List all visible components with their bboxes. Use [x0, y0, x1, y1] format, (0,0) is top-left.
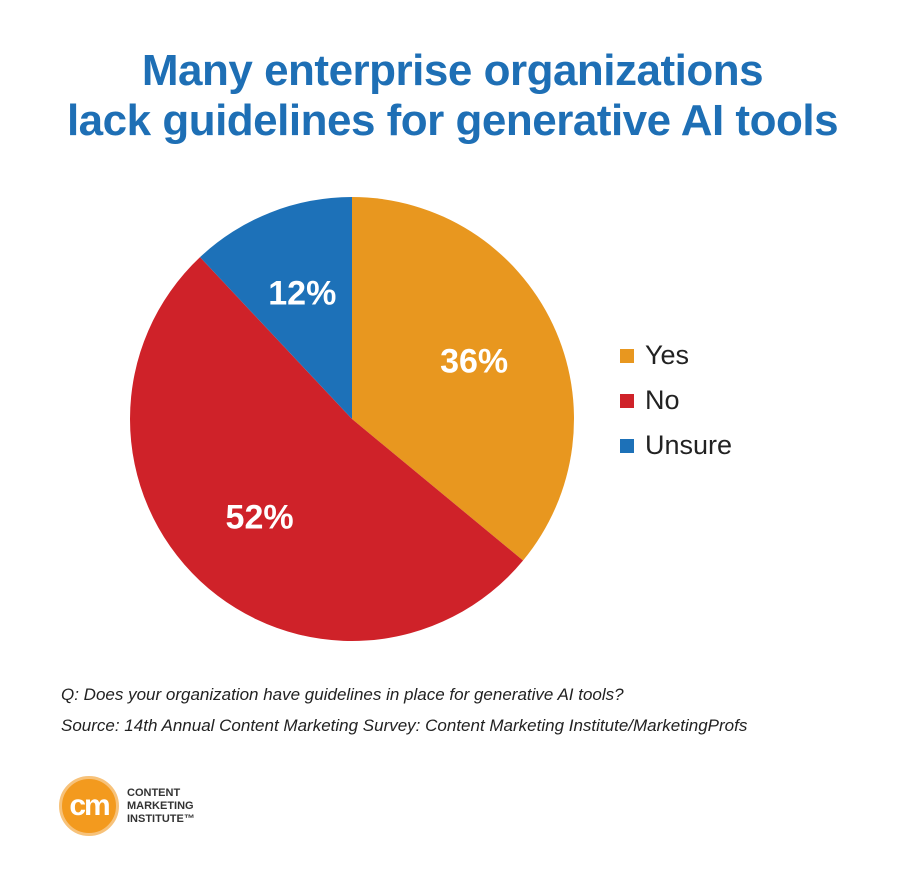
chart-title: Many enterprise organizations lack guide… [0, 46, 905, 146]
survey-question: Q: Does your organization have guideline… [61, 685, 624, 704]
cmi-logo: cm CONTENT MARKETING INSTITUTE™ [59, 776, 195, 836]
legend-swatch-no [620, 393, 634, 408]
chart-legend: Yes No Unsure [620, 333, 732, 468]
logo-wordmark: CONTENT MARKETING INSTITUTE™ [127, 787, 195, 826]
data-label-no: 52% [226, 498, 294, 536]
legend-item-unsure: Unsure [620, 423, 732, 468]
legend-swatch-unsure [620, 438, 634, 453]
data-label-yes: 36% [440, 343, 508, 381]
data-label-unsure: 12% [268, 274, 336, 312]
cm-logo-icon: cm [59, 776, 119, 836]
chart-notes: Q: Does your organization have guideline… [61, 683, 747, 745]
chart-title-line-1: Many enterprise organizations [141, 46, 764, 95]
pie-slice-yes [352, 197, 575, 561]
source-note: Source: 14th Annual Content Marketing Su… [61, 716, 748, 735]
legend-label-no: No [645, 385, 680, 415]
pie-slice-unsure [200, 197, 352, 419]
legend-item-yes: Yes [620, 333, 732, 378]
legend-swatch-yes [620, 348, 634, 363]
legend-item-no: No [620, 378, 732, 423]
legend-label-unsure: Unsure [645, 430, 733, 460]
legend-label-yes: Yes [645, 340, 690, 370]
chart-title-line-2: lack guidelines for generative AI tools [66, 96, 839, 145]
logo-line-2: MARKETING [127, 799, 194, 812]
logo-line-1: CONTENT [127, 786, 181, 799]
pie-slice-no [130, 257, 524, 641]
logo-line-3: INSTITUTE™ [127, 812, 195, 825]
